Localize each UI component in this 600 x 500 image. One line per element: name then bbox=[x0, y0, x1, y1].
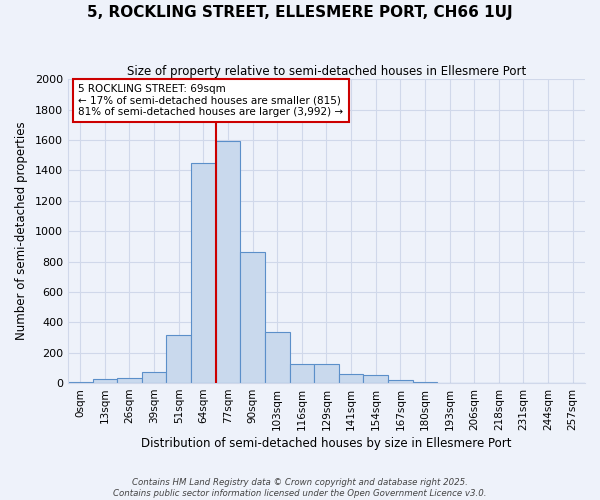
Bar bbox=[314, 364, 339, 383]
Text: 5 ROCKLING STREET: 69sqm
← 17% of semi-detached houses are smaller (815)
81% of : 5 ROCKLING STREET: 69sqm ← 17% of semi-d… bbox=[78, 84, 343, 117]
Bar bbox=[191, 162, 215, 383]
Bar bbox=[388, 380, 413, 383]
Bar bbox=[92, 378, 117, 383]
Text: Contains HM Land Registry data © Crown copyright and database right 2025.
Contai: Contains HM Land Registry data © Crown c… bbox=[113, 478, 487, 498]
Bar bbox=[117, 378, 142, 383]
Bar bbox=[364, 376, 388, 383]
Bar bbox=[413, 382, 437, 383]
Bar bbox=[166, 335, 191, 383]
Bar bbox=[68, 382, 92, 383]
Y-axis label: Number of semi-detached properties: Number of semi-detached properties bbox=[15, 122, 28, 340]
Bar bbox=[142, 372, 166, 383]
Bar bbox=[339, 374, 364, 383]
X-axis label: Distribution of semi-detached houses by size in Ellesmere Port: Distribution of semi-detached houses by … bbox=[141, 437, 512, 450]
Text: 5, ROCKLING STREET, ELLESMERE PORT, CH66 1UJ: 5, ROCKLING STREET, ELLESMERE PORT, CH66… bbox=[87, 5, 513, 20]
Bar bbox=[290, 364, 314, 383]
Bar bbox=[265, 332, 290, 383]
Bar bbox=[215, 142, 240, 383]
Title: Size of property relative to semi-detached houses in Ellesmere Port: Size of property relative to semi-detach… bbox=[127, 65, 526, 78]
Bar bbox=[240, 252, 265, 383]
